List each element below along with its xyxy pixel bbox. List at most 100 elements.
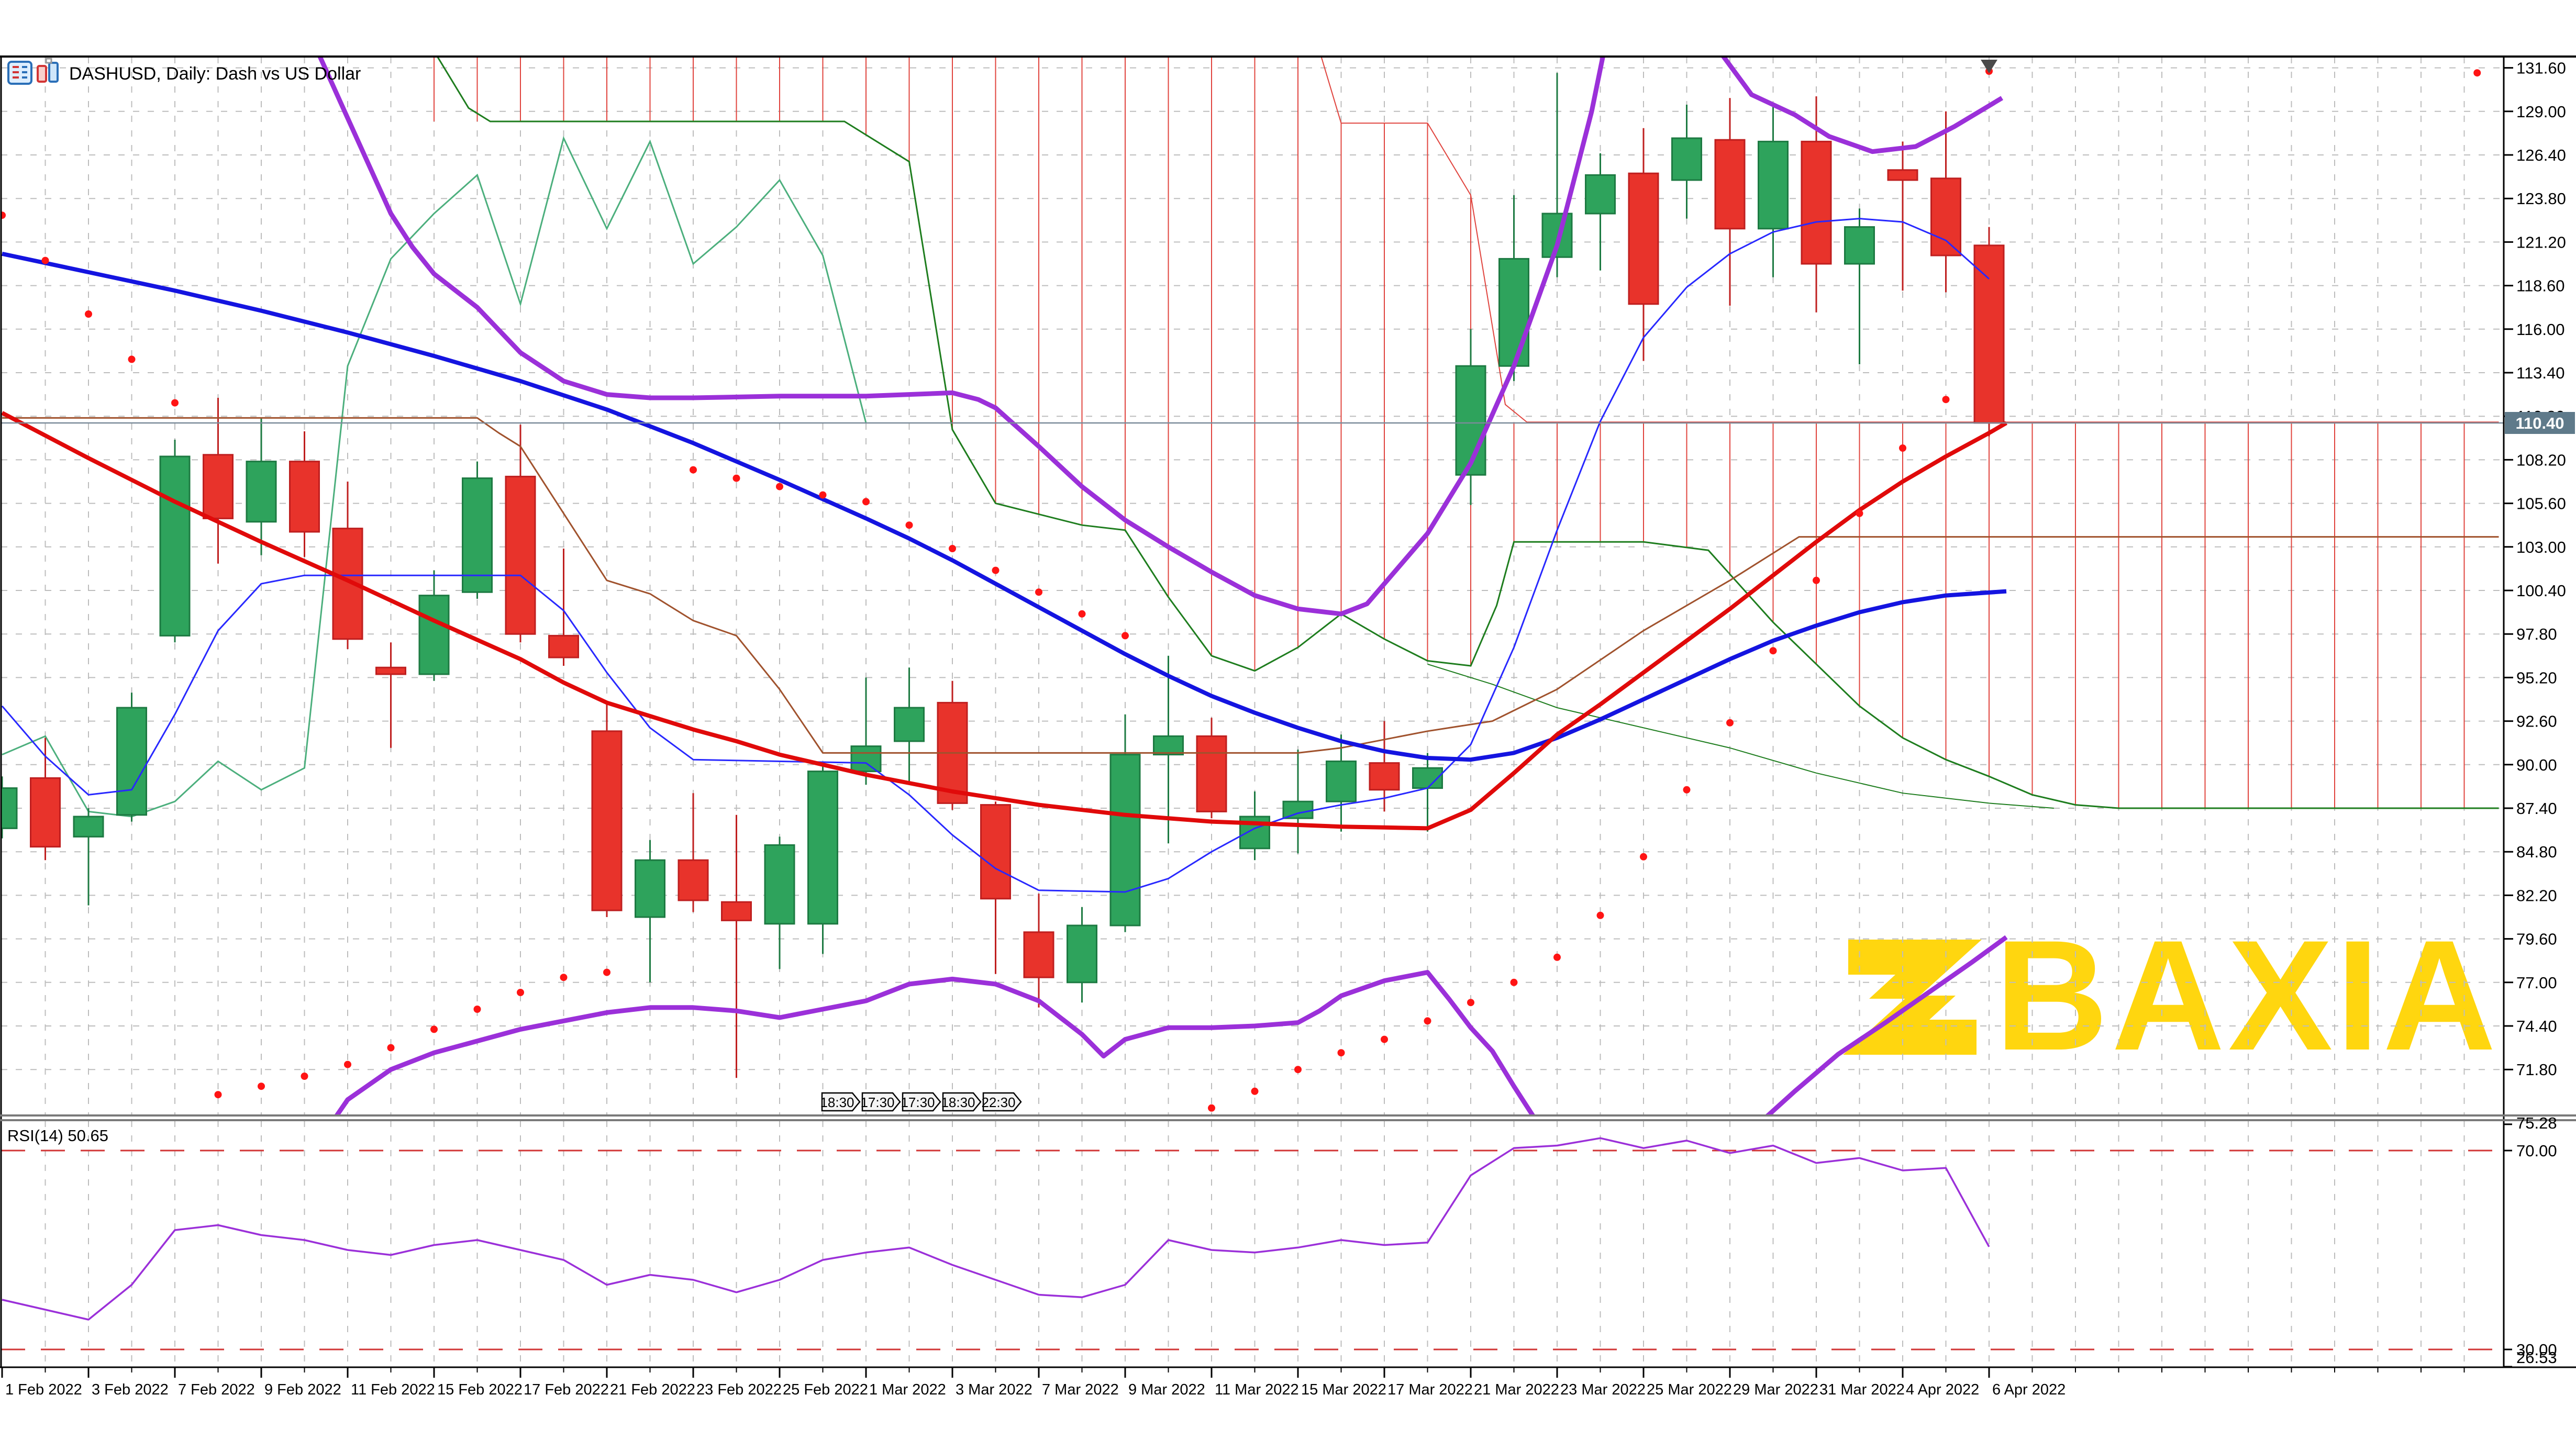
current-price-box[interactable] [2505,412,2575,434]
candle-body [1714,139,1746,230]
psar-dot [1726,719,1734,727]
candle-body [1369,762,1400,791]
rsi-scale-label: 75.28 [2516,1114,2557,1132]
candle-bull [246,418,277,555]
candle-body [1498,258,1529,367]
candle-body [1671,137,1702,181]
candle-body [1326,760,1357,802]
baxia-logo-text: BAXIA [1995,907,2499,1083]
date-label: 4 Apr 2022 [1906,1381,1979,1398]
psar-dot [1899,444,1906,452]
candle-body [1153,735,1184,756]
psar-dot [1942,396,1950,404]
candle-bull [850,677,882,785]
candle-body [375,666,406,675]
date-label: 15 Feb 2022 [437,1381,523,1398]
price-label: 92.60 [2516,712,2557,731]
psar-dot [301,1073,308,1080]
candle-bear [1887,141,1918,291]
baxia-logo-mark-top [1848,940,1982,999]
date-label: 15 Mar 2022 [1301,1381,1386,1398]
psar-dot [473,1006,481,1013]
date-label: 11 Feb 2022 [351,1381,435,1398]
candle-bull [116,693,147,822]
candle-body [289,461,320,533]
candle-bear [30,738,61,861]
psar-dot [1683,786,1691,794]
current-price-label: 110.40 [2515,414,2564,432]
candle-bear [1196,718,1227,819]
candle-bull [1067,907,1097,1003]
rsi-indicator-label: RSI(14) 50.65 [7,1126,108,1145]
date-label: 29 Mar 2022 [1733,1381,1818,1398]
psar-dot [862,498,870,506]
session-tag-label: 18:30 [941,1095,975,1110]
psar-dot [430,1025,438,1033]
candle-body [980,804,1011,900]
psar-dot [1640,853,1647,861]
candle-body [1109,754,1141,927]
rsi-line [2,1137,1990,1321]
price-label: 100.40 [2516,582,2566,600]
kijun-thin-blue [1,218,1990,893]
psar-dot [560,974,568,981]
mini-candles-icon[interactable] [37,58,59,83]
candle-bear [1973,227,2005,437]
price-label: 105.60 [2516,495,2566,513]
senkou-b-green [437,57,2499,809]
date-label: 23 Feb 2022 [696,1381,782,1398]
candle-bear [1714,98,1746,306]
candle-body [1196,735,1227,812]
candle-bear [203,398,234,564]
price-label: 121.20 [2516,233,2566,251]
price-label: 116.00 [2516,320,2565,339]
psar-dot [85,310,92,318]
candle-body [505,475,536,635]
psar-dot [690,466,697,474]
psar-dot [1381,1035,1388,1043]
candle-body [462,477,493,593]
candle-body [1801,140,1832,265]
candle-bear [289,431,320,557]
candle-bull [73,808,104,906]
senkou-green-2 [1427,663,2054,809]
candle-bull [1498,195,1529,381]
date-label: 21 Mar 2022 [1474,1381,1559,1398]
date-label: 17 Mar 2022 [1387,1381,1473,1398]
psar-dot [992,566,1000,574]
candle-body [1887,169,1918,181]
psar-dot [949,545,956,552]
candle-bear [332,482,363,649]
quote-list-icon[interactable] [7,61,32,85]
session-tag-label: 22:30 [981,1095,1015,1110]
candle-bull [1844,208,1875,364]
candle-body [764,844,795,925]
psar-dot [1122,632,1129,640]
candle-bear [678,793,709,912]
candle-bear [1930,111,1961,293]
price-label: 74.40 [2516,1017,2557,1035]
band-upper-purple-right [1720,57,2004,154]
candle-bear [721,814,752,1078]
psar-dot [819,491,827,499]
psar-dot [214,1091,222,1099]
candle-bear [1628,128,1659,361]
candle-body [30,777,61,848]
candles [1,73,2005,1078]
price-label: 95.20 [2516,668,2557,687]
candle-bear [591,701,623,917]
candle-bear [1023,894,1054,1008]
psar-dot [1510,978,1518,986]
candle-body [1844,226,1875,265]
date-label: 1 Feb 2022 [5,1381,82,1398]
date-label: 1 Mar 2022 [869,1381,946,1398]
candle-bull [1758,106,1789,277]
psar-dot [41,256,49,264]
candle-bull [1455,329,1486,505]
candle-body [721,901,752,921]
date-label: 21 Feb 2022 [610,1381,695,1398]
price-label: 84.80 [2516,843,2557,861]
session-tag-box [982,1092,1022,1112]
candle-body [116,707,147,816]
